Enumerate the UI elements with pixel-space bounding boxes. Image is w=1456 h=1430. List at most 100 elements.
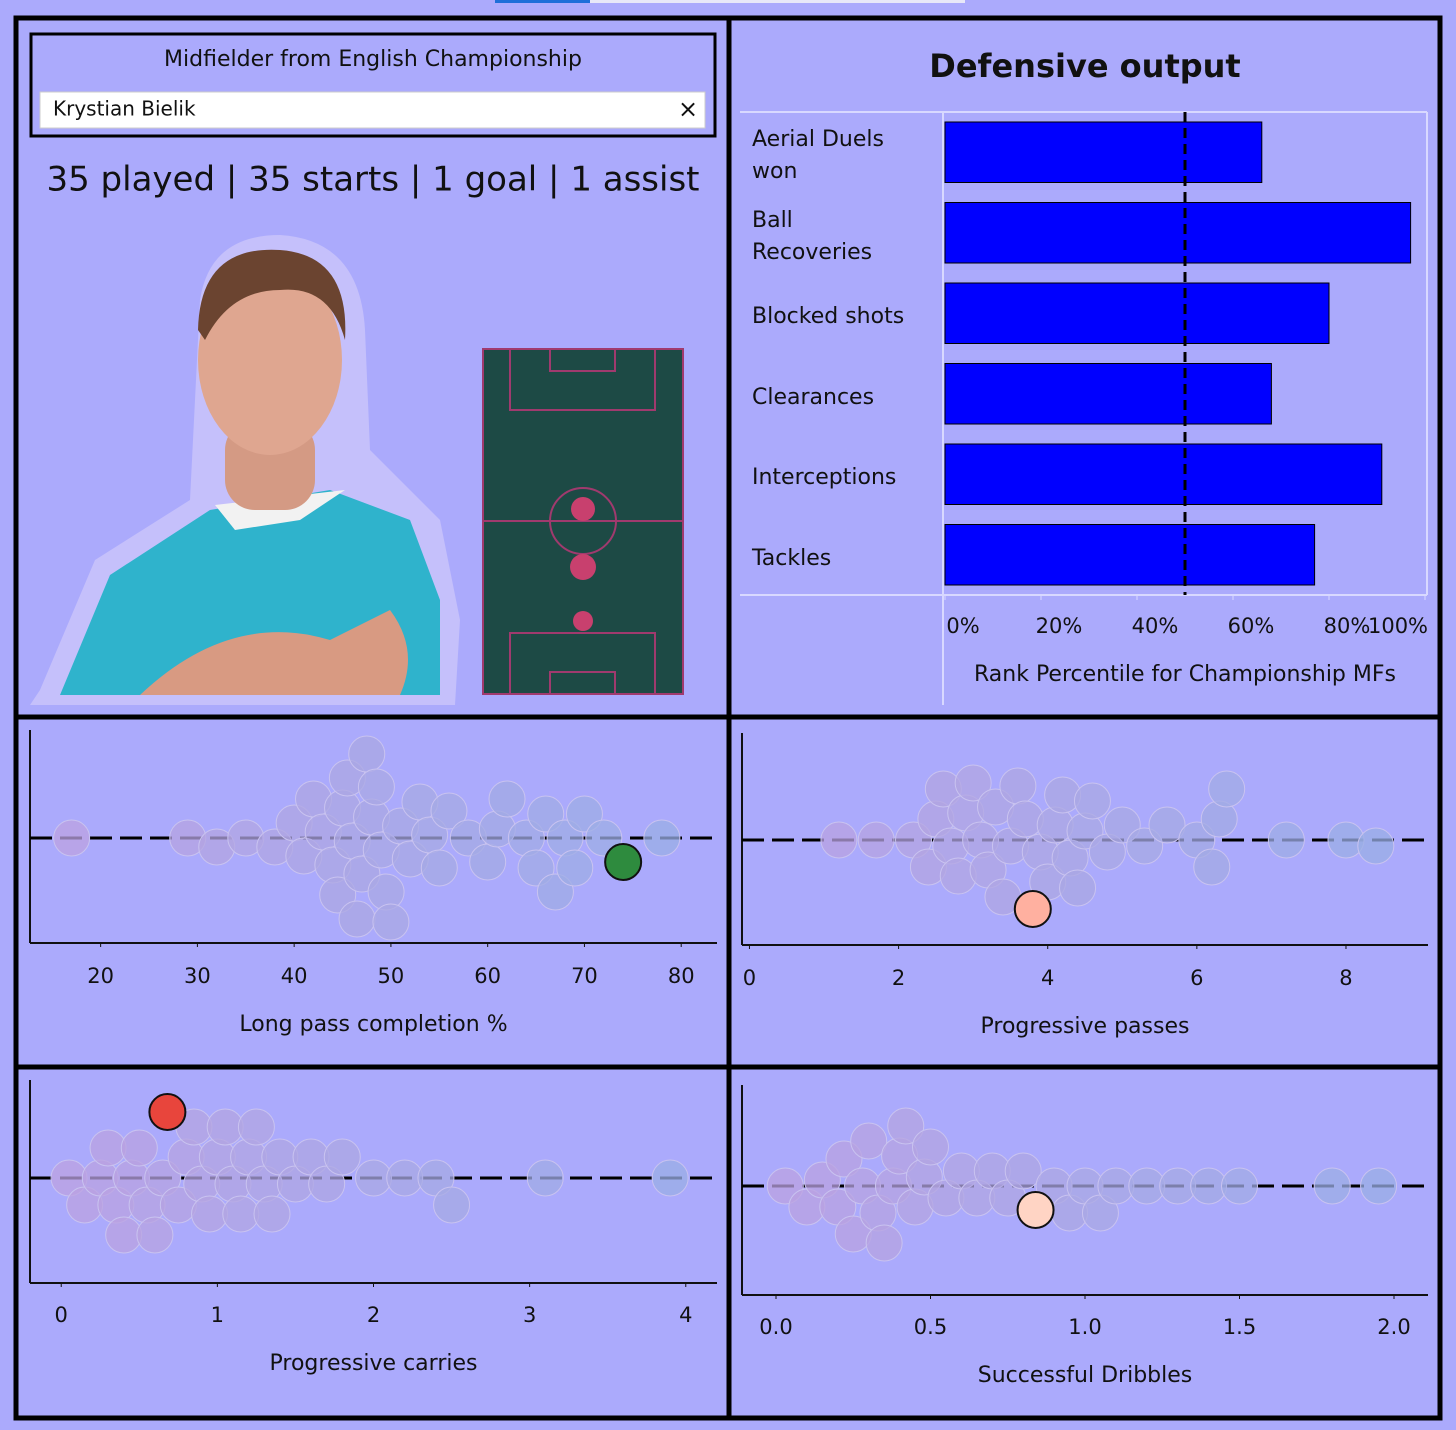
swarm: [766, 1107, 1398, 1262]
swarm-dot: [386, 1159, 424, 1197]
category-label: Blocked shots: [752, 304, 905, 330]
category-label: Interceptions: [752, 465, 897, 491]
swarm-dot: [865, 1224, 903, 1262]
swarm-dot: [556, 849, 594, 887]
swarm-dot: [643, 819, 681, 857]
swarm-dot: [355, 1159, 392, 1197]
swarm-dot: [253, 1195, 291, 1233]
swarm-dot: [850, 1122, 888, 1160]
x-axis-label: Successful Dribbles: [978, 1363, 1193, 1388]
frame: [13, 15, 1443, 1421]
swarm-dot: [105, 1216, 143, 1254]
swarm-dot: [1221, 1167, 1259, 1205]
swarm-dot: [526, 1159, 564, 1197]
x-tick-label: 40%: [1132, 614, 1179, 638]
x-tick-label: 0.0: [759, 1315, 792, 1339]
x-tick-label: 60%: [1228, 614, 1275, 638]
x-tick-label: 80%: [1324, 614, 1371, 638]
swarm: [53, 735, 681, 941]
x-tick-label: 100%: [1368, 614, 1428, 638]
swarm-dot: [651, 1159, 689, 1197]
x-tick-label: 1.0: [1068, 1315, 1101, 1339]
player-name: Krystian Bielik: [53, 97, 196, 121]
x-tick-label: 4: [679, 1303, 692, 1327]
category-label: Ball Recoveries: [752, 207, 873, 265]
bar: [944, 121, 1263, 183]
x-tick-label: 0.5: [914, 1315, 947, 1339]
x-tick-label: 6: [1190, 966, 1203, 990]
x-tick-label: 4: [1041, 966, 1054, 990]
x-tick-label: 20: [87, 964, 114, 988]
highlight-dot: [1016, 1191, 1055, 1229]
bar: [944, 202, 1412, 264]
x-axis-label: Rank Percentile for Championship MFs: [974, 662, 1396, 687]
x-tick-label: 60: [474, 964, 501, 988]
tab-strip: [590, 0, 965, 3]
swarm-dot: [323, 1138, 361, 1176]
swarm-dot: [1059, 869, 1097, 907]
x-tick-label: 1: [211, 1303, 224, 1327]
swarm: [820, 764, 1395, 916]
swarm-dot: [338, 900, 376, 938]
swarm-dot: [911, 1128, 949, 1166]
x-tick-label: 3: [523, 1303, 536, 1327]
swarm-dot: [136, 1216, 174, 1254]
swarm-dot: [237, 1108, 275, 1146]
category-label: Tackles: [752, 545, 832, 571]
x-tick-label: 50: [378, 964, 405, 988]
swarm-dot: [206, 1108, 244, 1146]
stats-line: 35 played | 35 starts | 1 goal | 1 assis…: [46, 160, 699, 200]
swarm-dot: [89, 1129, 127, 1167]
x-tick-label: 1.5: [1223, 1315, 1256, 1339]
x-axis-label: Progressive carries: [270, 1351, 478, 1376]
swarm-dot: [1073, 782, 1111, 820]
search-input[interactable]: [39, 91, 706, 129]
bar: [944, 363, 1272, 425]
x-tick-label: 0: [743, 966, 756, 990]
x-tick-label: 40: [281, 964, 308, 988]
swarm-dot: [348, 735, 386, 773]
highlight-dot: [1013, 890, 1052, 928]
x-tick-label: 2.0: [1377, 1315, 1410, 1339]
swarm-dot: [433, 1186, 471, 1224]
x-tick-label: 2: [367, 1303, 380, 1327]
swarm-dot: [430, 792, 468, 830]
swarm-dot: [222, 1195, 260, 1233]
x-tick-label: 0: [55, 1303, 68, 1327]
x-tick-label: 30: [184, 964, 211, 988]
subtitle: Midfielder from English Championship: [164, 47, 582, 72]
tab-strip: [495, 0, 590, 3]
bar: [944, 443, 1383, 505]
highlight-dot: [604, 843, 643, 881]
swarm-dot: [53, 819, 91, 857]
category-label: Aerial Duels won: [752, 127, 884, 185]
header-box: [29, 32, 717, 138]
swarm-dot: [999, 767, 1037, 805]
player-photo: [30, 235, 460, 705]
pitch: [482, 348, 684, 695]
swarm-dot: [120, 1129, 158, 1167]
swarm-dot: [488, 780, 526, 818]
swarm-dot: [1267, 821, 1305, 859]
bar: [944, 282, 1330, 344]
swarm-dot: [1313, 1167, 1351, 1205]
swarm-dot: [857, 821, 895, 859]
x-axis-label: Long pass completion %: [239, 1012, 507, 1037]
swarm-dot: [820, 821, 858, 859]
swarm-dot: [372, 903, 410, 941]
swarm-dot: [887, 1107, 925, 1145]
bar: [944, 524, 1316, 586]
category-label: Clearances: [752, 384, 875, 410]
highlight-dot: [148, 1093, 187, 1131]
x-axis-label: Progressive passes: [981, 1014, 1190, 1039]
swarm-dot: [1357, 827, 1395, 865]
swarm-dot: [420, 849, 458, 887]
x-tick-label: 2: [892, 966, 905, 990]
x-tick-label: 0%: [946, 614, 979, 638]
swarm-dot: [357, 768, 395, 806]
swarm-dot: [1208, 770, 1246, 808]
clear-button[interactable]: ×: [678, 95, 698, 123]
swarm-dot: [1193, 848, 1231, 886]
